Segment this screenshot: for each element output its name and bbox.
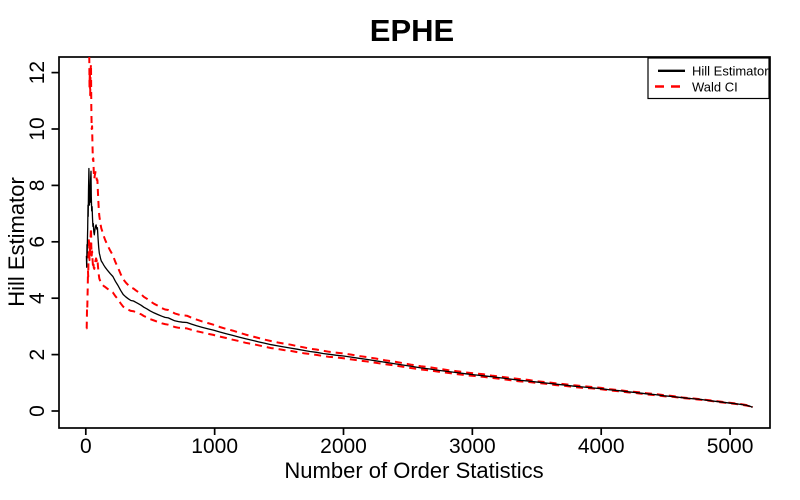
y-tick-label: 8	[26, 180, 49, 192]
y-axis-title: Hill Estimator	[4, 177, 29, 307]
x-tick-label: 1000	[191, 435, 238, 458]
x-tick-label: 0	[80, 435, 92, 458]
x-tick-label: 4000	[578, 435, 625, 458]
x-tick-label: 2000	[320, 435, 367, 458]
x-axis-title: Number of Order Statistics	[284, 458, 543, 483]
y-tick-label: 0	[26, 405, 49, 417]
plot-series-group	[85, 57, 754, 409]
legend-box	[647, 57, 770, 100]
wald-ci-lower-line	[85, 227, 753, 409]
x-axis-ticks: 0 1000 2000 3000 4000 5000	[80, 428, 753, 458]
legend-label-hill: Hill Estimator	[692, 64, 769, 79]
plot-frame	[58, 56, 771, 429]
y-axis-ticks: 0 2 4 6 8 10 12	[26, 61, 59, 417]
legend: Hill Estimator Wald CI	[647, 57, 770, 100]
x-tick-label: 5000	[707, 435, 754, 458]
legend-label-wald: Wald CI	[692, 80, 738, 95]
chart-title: EPHE	[370, 13, 454, 48]
y-tick-label: 6	[26, 236, 49, 248]
wald-ci-upper-line	[87, 57, 754, 409]
y-tick-label: 12	[26, 61, 49, 84]
y-tick-label: 2	[26, 349, 49, 361]
y-tick-label: 10	[26, 117, 49, 140]
x-tick-label: 3000	[449, 435, 496, 458]
hill-estimator-line	[85, 167, 753, 408]
y-tick-label: 4	[26, 292, 49, 304]
